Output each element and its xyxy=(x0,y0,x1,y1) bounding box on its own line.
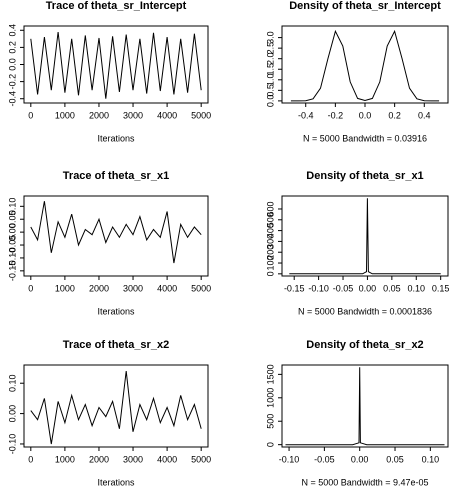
y-tick-label: -0.10 xyxy=(7,248,17,269)
plot-box xyxy=(281,195,449,277)
y-tick-label: 0.10 xyxy=(7,198,17,216)
x-tick-label: 0 xyxy=(28,454,33,464)
y-tick-label: -0.15 xyxy=(7,261,17,282)
data-line xyxy=(30,201,202,264)
y-tick-label: 2.0 xyxy=(265,52,275,65)
data-line xyxy=(30,31,202,99)
x-tick-label: -0.10 xyxy=(308,283,329,293)
y-tick-label: 0.00 xyxy=(7,223,17,241)
y-tick-label: -0.10 xyxy=(7,434,17,455)
x-tick-label: 0.05 xyxy=(386,454,404,464)
x-tick-label: -0.15 xyxy=(284,283,305,293)
y-tick-label: -0.05 xyxy=(7,235,17,256)
y-tick-label: 600 xyxy=(265,201,275,216)
x-tick-label: 0 xyxy=(28,283,33,293)
x-axis-label: N = 5000 Bandwidth = 9.47e-05 xyxy=(301,477,428,487)
x-tick-label: 0.0 xyxy=(359,110,372,120)
x-tick-label: 0.05 xyxy=(383,283,401,293)
y-tick-label: 2.5 xyxy=(265,42,275,55)
x-tick-label: 3000 xyxy=(123,454,143,464)
plot-box xyxy=(281,25,449,104)
y-tick-label: 0.2 xyxy=(7,41,17,54)
y-tick-label: 0.5 xyxy=(265,84,275,97)
y-tick-label: -0.2 xyxy=(7,74,17,90)
x-tick-label: 0.2 xyxy=(388,110,401,120)
x-tick-label: -0.4 xyxy=(298,110,314,120)
x-tick-label: 0.00 xyxy=(351,454,369,464)
x-tick-label: 2000 xyxy=(89,454,109,464)
panel-title: Density of theta_sr_x2 xyxy=(306,339,423,351)
panel-title: Trace of theta_sr_Intercept xyxy=(46,0,187,12)
x-tick-label: 0.00 xyxy=(359,283,377,293)
x-tick-label: 3000 xyxy=(123,283,143,293)
x-tick-label: -0.10 xyxy=(279,454,300,464)
x-axis-label: Iterations xyxy=(97,306,135,316)
x-tick-label: 1000 xyxy=(55,110,75,120)
panel-title: Trace of theta_sr_x1 xyxy=(63,170,169,182)
x-tick-label: 0.4 xyxy=(418,110,431,120)
plot-box xyxy=(23,195,209,277)
x-tick-label: 0 xyxy=(28,110,33,120)
y-tick-label: 0.00 xyxy=(7,405,17,423)
y-tick-label: 1.0 xyxy=(265,74,275,87)
x-tick-label: 2000 xyxy=(89,110,109,120)
x-tick-label: 5000 xyxy=(191,110,211,120)
x-axis-label: Iterations xyxy=(97,133,135,143)
x-tick-label: -0.2 xyxy=(328,110,344,120)
x-tick-label: 3000 xyxy=(123,110,143,120)
x-tick-label: 0.10 xyxy=(422,454,440,464)
y-tick-label: 500 xyxy=(265,212,275,227)
x-tick-label: 1000 xyxy=(55,454,75,464)
y-tick-label: 1500 xyxy=(265,364,275,384)
x-tick-label: 5000 xyxy=(191,454,211,464)
panel-title: Density of theta_sr_x1 xyxy=(306,170,423,182)
x-tick-label: 0.15 xyxy=(432,283,450,293)
y-tick-label: 0 xyxy=(265,271,275,276)
data-line xyxy=(30,371,202,445)
y-tick-label: 1.5 xyxy=(265,63,275,76)
plot-box xyxy=(281,364,449,448)
x-axis-label: Iterations xyxy=(97,477,135,487)
x-tick-label: 2000 xyxy=(89,283,109,293)
x-tick-label: 4000 xyxy=(157,454,177,464)
y-tick-label: 0.0 xyxy=(265,95,275,108)
x-tick-label: 0.10 xyxy=(407,283,425,293)
x-tick-label: 1000 xyxy=(55,283,75,293)
data-line xyxy=(285,367,445,446)
y-tick-label: 200 xyxy=(265,245,275,260)
data-line xyxy=(289,198,441,275)
x-tick-label: -0.05 xyxy=(333,283,354,293)
y-tick-label: 300 xyxy=(265,234,275,249)
panel-title: Trace of theta_sr_x2 xyxy=(63,339,169,351)
y-tick-label: 400 xyxy=(265,223,275,238)
x-tick-label: 4000 xyxy=(157,283,177,293)
x-axis-label: N = 5000 Bandwidth = 0.0001836 xyxy=(298,306,432,316)
y-tick-label: 100 xyxy=(265,256,275,271)
y-tick-label: 0.4 xyxy=(7,24,17,37)
plot-box xyxy=(23,364,209,448)
y-tick-label: 0.10 xyxy=(7,374,17,392)
x-tick-label: -0.05 xyxy=(314,454,335,464)
y-tick-label: 0 xyxy=(265,442,275,447)
data-line xyxy=(290,29,440,102)
x-axis-label: N = 5000 Bandwidth = 0.03916 xyxy=(303,133,427,143)
y-tick-label: 1000 xyxy=(265,388,275,408)
x-tick-label: 4000 xyxy=(157,110,177,120)
y-tick-label: 3.0 xyxy=(265,31,275,44)
x-tick-label: 5000 xyxy=(191,283,211,293)
panel-title: Density of theta_sr_Intercept xyxy=(289,0,441,12)
y-tick-label: 500 xyxy=(265,414,275,429)
y-tick-label: -0.4 xyxy=(7,91,17,107)
y-tick-label: 0.05 xyxy=(7,210,17,228)
y-tick-label: 0.0 xyxy=(7,58,17,71)
